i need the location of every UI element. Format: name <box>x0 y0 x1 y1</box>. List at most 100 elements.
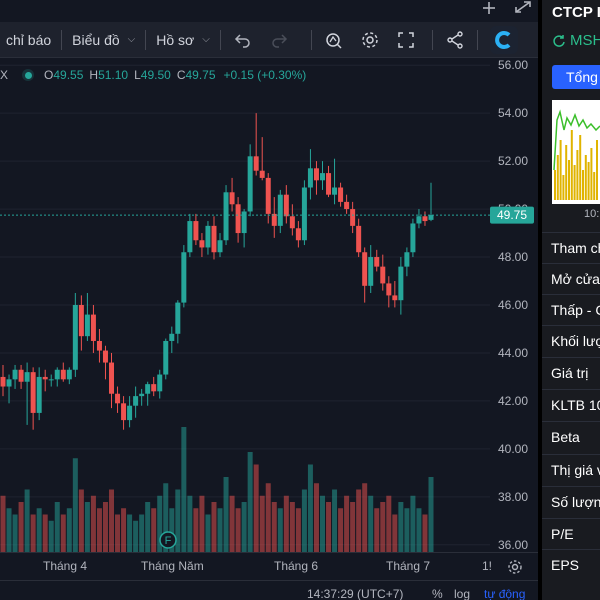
candle-body <box>78 305 84 337</box>
candle <box>332 158 338 205</box>
ticker-link[interactable]: MSH <box>552 32 600 49</box>
plus-icon[interactable] <box>483 2 495 14</box>
volume-bar <box>187 495 193 552</box>
candle <box>319 161 325 190</box>
candle <box>96 328 102 363</box>
volume-bar <box>12 514 18 552</box>
candle-body <box>350 209 356 226</box>
symbol-fragment: X <box>0 68 9 82</box>
candle <box>392 281 398 308</box>
volume-bar <box>319 495 325 552</box>
chart-panel[interactable]: chỉ báo Biểu đồ ⌵ Hồ sơ ⌵ <box>0 0 538 600</box>
time-label: Tháng 6 <box>274 559 319 573</box>
candle-body <box>72 305 78 370</box>
price-tick-label: 42.00 <box>498 394 528 408</box>
volume-bar <box>247 452 253 552</box>
event-marker[interactable]: F <box>159 531 177 549</box>
mini-volume-bar <box>562 175 565 200</box>
volume-bar <box>6 508 12 552</box>
candle-body <box>199 240 205 248</box>
open-value: 49.55 <box>53 68 84 82</box>
chart-type-button[interactable]: Biểu đồ ⌵ <box>66 22 141 58</box>
candle-body <box>48 379 54 381</box>
candle-body <box>283 194 289 217</box>
toolbar-separator <box>431 29 433 50</box>
candle <box>54 367 60 387</box>
candle <box>350 201 356 234</box>
candle-body <box>175 302 181 334</box>
mini-volume-bar <box>590 148 593 200</box>
volume-bar <box>229 495 235 552</box>
candle-body <box>380 266 386 284</box>
candle <box>313 161 319 195</box>
candle <box>84 293 90 341</box>
candle-body <box>151 384 157 392</box>
mini-volume-bar <box>568 160 570 200</box>
candle-body <box>265 177 271 214</box>
share-icon[interactable] <box>437 22 473 58</box>
candle-body <box>0 376 6 387</box>
candle <box>48 374 54 387</box>
stat-row-pe: P/E <box>542 518 600 549</box>
candle <box>163 338 169 380</box>
candle-body <box>121 403 127 421</box>
mini-volume-bar <box>554 170 556 200</box>
candle-body <box>326 173 332 195</box>
candle-body <box>169 333 175 341</box>
candle <box>428 182 434 222</box>
mini-intraday-chart <box>552 100 600 204</box>
volume-bar <box>0 495 6 552</box>
panel-divider[interactable] <box>538 0 542 600</box>
volume-bar <box>205 514 211 552</box>
mini-volume-bar <box>576 150 579 200</box>
gear-icon[interactable] <box>352 22 388 58</box>
stat-row-beta: Beta <box>542 421 600 452</box>
mini-volume-bar <box>559 140 562 200</box>
candle <box>217 233 223 258</box>
volume-bar <box>392 514 398 552</box>
price-chart[interactable]: 56.0054.0052.0050.0048.0046.0044.0042.00… <box>0 58 538 552</box>
candle-body <box>392 295 398 301</box>
undo-icon[interactable] <box>225 22 261 58</box>
candle <box>205 221 211 255</box>
app-logo-icon[interactable] <box>489 25 518 54</box>
candle-body <box>157 374 163 392</box>
volume-bar <box>422 514 428 552</box>
volume-bar <box>139 514 145 552</box>
volume-bar <box>175 489 181 552</box>
volume-bar <box>102 502 108 552</box>
top-strip <box>0 0 538 22</box>
mini-volume-bar <box>570 130 573 200</box>
chevron-down-icon: ⌵ <box>127 34 136 45</box>
percent-toggle[interactable]: % <box>432 587 443 600</box>
alert-icon[interactable] <box>316 22 352 58</box>
indicators-button[interactable]: chỉ báo <box>6 31 52 48</box>
auto-toggle[interactable]: tự động <box>484 587 526 600</box>
gear-icon[interactable] <box>506 558 524 576</box>
volume-bar <box>265 483 271 552</box>
candle-body <box>163 340 169 375</box>
company-title: CTCP I <box>552 4 600 21</box>
volume-bar <box>60 514 66 552</box>
candle <box>102 345 108 380</box>
candle <box>223 185 229 246</box>
fullscreen-icon[interactable] <box>388 22 424 58</box>
candle-body <box>205 225 211 248</box>
redo-icon[interactable] <box>261 22 297 58</box>
tab-overview[interactable]: Tổng <box>552 65 600 89</box>
candle <box>133 386 139 418</box>
volume-bar <box>350 502 356 552</box>
candle <box>422 211 428 226</box>
candle <box>60 362 66 382</box>
log-toggle[interactable]: log <box>454 587 471 600</box>
price-axis[interactable]: 56.0054.0052.0050.0048.0046.0044.0042.00… <box>498 58 528 552</box>
expand-icon[interactable] <box>515 1 531 13</box>
time-axis[interactable]: Tháng 4 Tháng Năm Tháng 6 Tháng 7 1! <box>0 552 538 580</box>
candle <box>6 374 12 404</box>
volume-bar <box>416 508 422 552</box>
refresh-icon <box>553 34 565 47</box>
profile-button[interactable]: Hồ sơ ⌵ <box>150 22 216 58</box>
candle-body <box>404 252 410 267</box>
candle <box>42 369 48 392</box>
volume-bar <box>253 464 259 552</box>
